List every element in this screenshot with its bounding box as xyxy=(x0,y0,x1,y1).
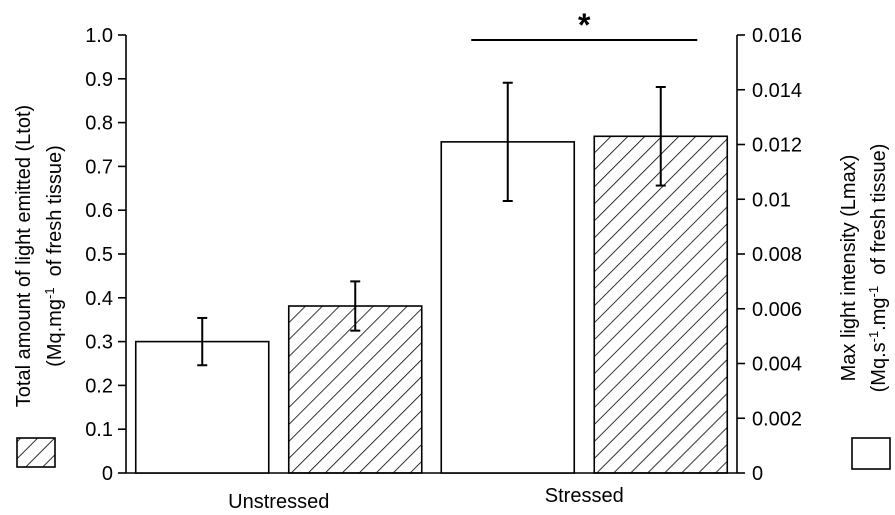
right-tick-label: 0.004 xyxy=(752,354,802,376)
bars xyxy=(134,135,729,474)
left-tick-label: 0.9 xyxy=(85,69,113,91)
right-tick-label: 0.016 xyxy=(752,25,802,47)
right-axis-title: Max light intensity (Lmax) (Mq.s-1.mg-1 … xyxy=(838,144,890,393)
right-axis-ticks: 0 0.002 0.004 0.006 0.008 0.01 0.012 0.014 0.016 xyxy=(737,25,802,485)
significance-marker: * xyxy=(471,7,698,43)
right-tick-label: 0.01 xyxy=(752,189,791,211)
right-legend-swatch-white xyxy=(851,437,891,470)
left-tick-label: 0 xyxy=(102,463,113,485)
right-axis-title-line1: Max light intensity (Lmax) xyxy=(838,155,860,382)
left-tick-label: 0.2 xyxy=(85,375,113,397)
left-tick-label: 0.8 xyxy=(85,113,113,135)
category-label: Stressed xyxy=(545,485,624,507)
right-axis-title-line2: (Mq.s-1.mg-1 of fresh tissue) xyxy=(866,144,891,393)
left-axis-title-line2: (Mq.mg-1 of fresh tissue) xyxy=(42,145,67,367)
left-tick-label: 0.6 xyxy=(85,200,113,222)
left-legend-swatch-hatched xyxy=(16,437,56,468)
left-tick-label: 0.4 xyxy=(85,288,113,310)
left-axis-title: Total amount of light emitted (Ltot) (Mq… xyxy=(13,105,66,407)
bar-hatched xyxy=(593,135,729,474)
left-tick-label: 0.7 xyxy=(85,156,113,178)
error-bars xyxy=(197,81,666,367)
left-axis-ticks: 0 0.1 0.2 0.3 0.4 0.5 0.6 0.7 0.8 0.9 1.0 xyxy=(85,25,126,485)
right-tick-label: 0 xyxy=(752,463,763,485)
right-tick-label: 0.014 xyxy=(752,80,802,102)
left-tick-label: 1.0 xyxy=(85,25,113,47)
left-axis-title-line1: Total amount of light emitted (Ltot) xyxy=(13,105,35,407)
left-tick-label: 0.5 xyxy=(85,244,113,266)
right-tick-label: 0.002 xyxy=(752,408,802,430)
left-tick-label: 0.1 xyxy=(85,419,113,441)
left-tick-label: 0.3 xyxy=(85,332,113,354)
category-label: Unstressed xyxy=(228,491,329,513)
bar-hatched xyxy=(287,305,423,474)
significance-asterisk: * xyxy=(578,7,591,43)
category-labels: Unstressed Stressed xyxy=(228,485,624,513)
right-tick-label: 0.006 xyxy=(752,299,802,321)
right-tick-label: 0.012 xyxy=(752,135,802,157)
right-tick-label: 0.008 xyxy=(752,244,802,266)
